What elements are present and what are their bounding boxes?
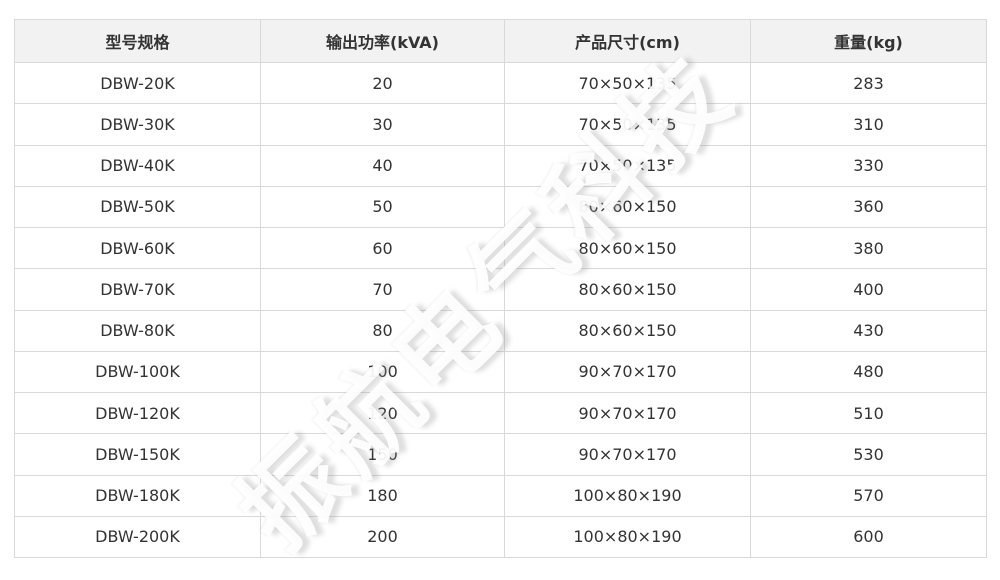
table-row: DBW-80K 80 80×60×150 430 [14,309,987,352]
table-cell: DBW-40K [14,144,261,187]
table-cell: DBW-50K [14,185,261,229]
table-row: DBW-40K 40 70×50×135 330 [14,144,987,187]
table-cell: 70×50×135 [504,103,751,146]
table-cell: DBW-100K [14,350,261,394]
table-cell: 200 [260,515,505,559]
table-cell: 400 [750,268,987,311]
table-cell: 570 [750,474,987,517]
table-cell: 510 [750,391,987,435]
table-cell: 60 [260,226,505,270]
table-cell: 360 [750,185,987,229]
table-cell: DBW-70K [14,268,261,311]
table-cell: 80×60×150 [504,309,751,352]
table-cell: 80×60×150 [504,185,751,229]
table-cell: DBW-60K [14,226,261,270]
table-row: DBW-180K 180 100×80×190 570 [14,474,987,517]
table-row: DBW-200K 200 100×80×190 600 [14,515,987,559]
table-cell: 90×70×170 [504,391,751,435]
column-header: 重量(kg) [750,19,987,63]
table-cell: DBW-150K [14,433,261,476]
table-cell: 100×80×190 [504,474,751,517]
table-cell: 70×50×135 [504,61,751,105]
spec-table-body: DBW-20K 20 70×50×135 283 DBW-30K 30 70×50×135 3… [14,61,987,559]
table-cell: 80×60×150 [504,268,751,311]
table-cell: 310 [750,103,987,146]
table-cell: 80 [260,309,505,352]
header-row: 型号规格 输出功率(kVA) 产品尺寸(cm) 重量(kg) [14,19,987,63]
table-cell: 380 [750,226,987,270]
table-cell: DBW-30K [14,103,261,146]
table-cell: 40 [260,144,505,187]
table-cell: 330 [750,144,987,187]
table-cell: 430 [750,309,987,352]
table-cell: 70 [260,268,505,311]
table-cell: 180 [260,474,505,517]
table-row: DBW-100K 100 90×70×170 480 [14,350,987,394]
table-cell: 70×50×135 [504,144,751,187]
table-row: DBW-50K 50 80×60×150 360 [14,185,987,229]
table-cell: 80×60×150 [504,226,751,270]
table-cell: 480 [750,350,987,394]
table-row: DBW-150K 150 90×70×170 530 [14,433,987,476]
table-row: DBW-60K 60 80×60×150 380 [14,226,987,270]
table-row: DBW-20K 20 70×50×135 283 [14,61,987,105]
column-header: 输出功率(kVA) [260,19,505,63]
table-cell: 90×70×170 [504,433,751,476]
table-cell: DBW-200K [14,515,261,559]
table-cell: DBW-20K [14,61,261,105]
table-row: DBW-70K 70 80×60×150 400 [14,268,987,311]
table-row: DBW-30K 30 70×50×135 310 [14,103,987,146]
table-cell: 20 [260,61,505,105]
table-cell: 600 [750,515,987,559]
table-cell: 150 [260,433,505,476]
table-cell: 283 [750,61,987,105]
table-row: DBW-120K 120 90×70×170 510 [14,391,987,435]
table-cell: 30 [260,103,505,146]
table-cell: DBW-120K [14,391,261,435]
table-cell: 50 [260,185,505,229]
table-cell: 100 [260,350,505,394]
table-cell: DBW-180K [14,474,261,517]
column-header: 产品尺寸(cm) [504,19,751,63]
table-cell: 90×70×170 [504,350,751,394]
column-header: 型号规格 [14,19,261,63]
table-cell: DBW-80K [14,309,261,352]
table-cell: 530 [750,433,987,476]
spec-table: 型号规格 输出功率(kVA) 产品尺寸(cm) 重量(kg) DBW-20K 20 70×… [14,19,987,559]
table-cell: 120 [260,391,505,435]
table-cell: 100×80×190 [504,515,751,559]
